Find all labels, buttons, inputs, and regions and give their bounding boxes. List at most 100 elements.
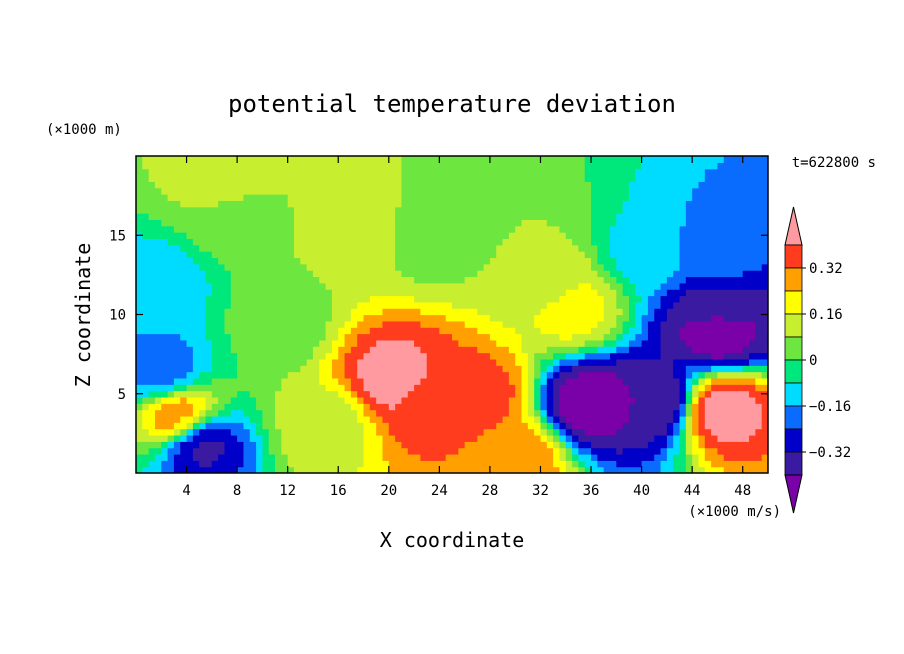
field-cell <box>679 213 687 220</box>
field-cell <box>540 308 548 316</box>
field-cell <box>211 434 219 442</box>
field-cell <box>414 308 421 316</box>
field-cell <box>452 327 459 335</box>
field-cell <box>376 295 384 303</box>
field-cell <box>350 314 358 322</box>
field-cell <box>154 263 162 271</box>
field-cell <box>192 365 200 373</box>
field-cell <box>496 168 504 176</box>
field-cell <box>230 244 238 252</box>
field-cell <box>470 339 478 347</box>
field-cell <box>414 276 421 284</box>
field-cell <box>508 308 516 316</box>
field-cell <box>635 390 643 398</box>
field-cell <box>262 441 270 449</box>
field-cell <box>439 314 447 322</box>
field-cell <box>407 270 415 278</box>
field-cell <box>591 263 598 271</box>
field-cell <box>717 289 725 297</box>
field-cell <box>685 390 693 398</box>
field-cell <box>502 232 510 240</box>
field-cell <box>249 168 257 176</box>
field-cell <box>666 390 674 398</box>
field-cell <box>685 320 693 328</box>
field-cell <box>376 384 384 392</box>
field-cell <box>502 314 510 322</box>
field-cell <box>483 358 491 366</box>
field-cell <box>591 320 598 328</box>
field-cell <box>647 352 655 360</box>
field-cell <box>641 403 649 411</box>
field-cell <box>521 257 529 265</box>
field-cell <box>186 270 194 278</box>
field-cell <box>692 263 700 271</box>
field-cell <box>161 428 169 436</box>
field-cell <box>268 295 276 303</box>
field-cell <box>401 453 409 461</box>
field-cell <box>237 270 245 278</box>
field-cell <box>742 308 750 316</box>
field-cell <box>331 384 339 392</box>
field-cell <box>173 460 181 468</box>
field-cell <box>256 327 263 335</box>
field-cell <box>401 308 409 316</box>
field-cell <box>420 333 428 341</box>
field-cell <box>761 251 768 259</box>
field-cell <box>287 453 295 461</box>
field-cell <box>717 415 725 423</box>
field-cell <box>477 289 485 297</box>
field-cell <box>243 308 251 316</box>
field-cell <box>167 447 175 455</box>
field-cell <box>395 377 403 385</box>
field-cell <box>591 365 598 373</box>
field-cell <box>161 213 169 220</box>
field-cell <box>508 263 516 271</box>
field-cell <box>268 308 276 316</box>
field-cell <box>610 295 617 303</box>
field-cell <box>369 358 377 366</box>
field-cell <box>205 384 213 392</box>
field-cell <box>534 447 542 455</box>
field-cell <box>306 428 314 436</box>
field-cell <box>363 409 371 417</box>
field-cell <box>224 327 232 335</box>
field-cell <box>287 257 295 265</box>
field-cell <box>553 460 561 468</box>
field-cell <box>268 447 276 455</box>
field-cell <box>350 308 358 316</box>
field-cell <box>218 301 226 309</box>
field-cell <box>584 168 592 176</box>
field-cell <box>572 213 579 220</box>
field-cell <box>755 168 763 176</box>
field-cell <box>407 428 415 436</box>
field-cell <box>243 371 251 379</box>
field-cell <box>584 327 592 335</box>
field-cell <box>192 453 200 461</box>
field-cell <box>647 365 655 373</box>
field-cell <box>540 396 548 404</box>
field-cell <box>414 396 421 404</box>
field-cell <box>407 384 415 392</box>
field-cell <box>584 384 592 392</box>
field-cell <box>692 238 700 246</box>
field-cell <box>578 441 586 449</box>
field-cell <box>186 301 194 309</box>
field-cell <box>660 295 668 303</box>
field-cell <box>616 339 624 347</box>
field-cell <box>230 206 238 214</box>
field-cell <box>439 206 447 214</box>
field-cell <box>673 409 681 417</box>
field-cell <box>136 409 143 417</box>
field-cell <box>736 257 744 265</box>
field-cell <box>565 270 573 278</box>
field-cell <box>344 225 352 233</box>
field-cell <box>249 314 257 322</box>
field-cell <box>502 358 510 366</box>
field-cell <box>698 168 706 176</box>
field-cell <box>369 320 377 328</box>
field-cell <box>395 282 403 290</box>
field-cell <box>262 447 270 455</box>
field-cell <box>205 282 213 290</box>
field-cell <box>736 194 744 201</box>
field-cell <box>142 308 150 316</box>
